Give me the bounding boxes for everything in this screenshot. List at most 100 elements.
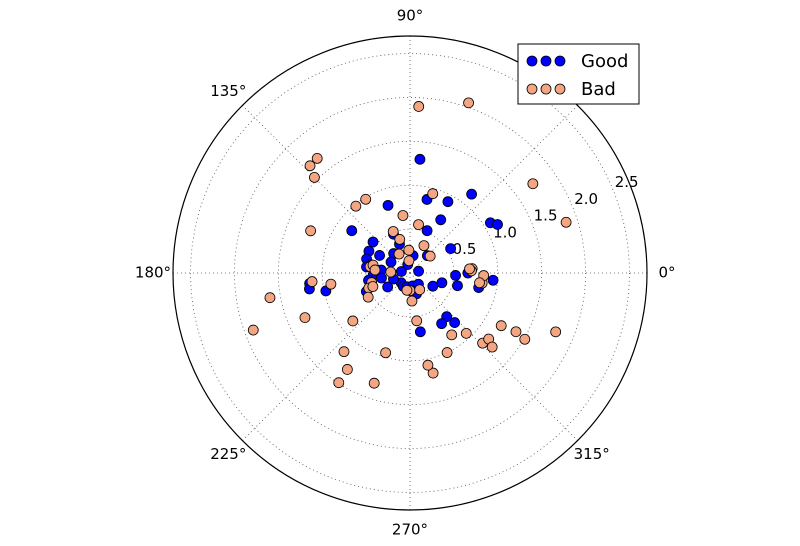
point-bad-17 (325, 278, 337, 290)
point-bad-4 (309, 172, 320, 183)
point-bad-30 (368, 377, 380, 389)
legend: Good Bad (517, 43, 640, 105)
theta-tick-label-3: 135° (210, 82, 246, 100)
point-good-8 (421, 225, 433, 237)
point-bad-9 (387, 226, 399, 237)
point-bad-36 (427, 367, 439, 379)
theta-tick-label-4: 180° (135, 264, 171, 282)
r-tick-label-0: 0.5 (453, 240, 477, 258)
point-bad-20 (264, 292, 276, 304)
point-bad-44 (510, 326, 522, 338)
point-bad-31 (333, 377, 345, 389)
grid-ring-3 (234, 97, 586, 449)
point-bad-59 (414, 284, 426, 296)
point-good-4 (442, 196, 454, 208)
point-bad-23 (367, 281, 379, 292)
point-bad-57 (424, 250, 436, 262)
point-bad-58 (403, 244, 415, 256)
point-bad-46 (550, 326, 562, 338)
grid-ring-1 (321, 184, 499, 362)
legend-marker-bad (540, 83, 552, 95)
point-bad-10 (394, 234, 406, 245)
series-bad (247, 97, 572, 389)
legend-marker-bad (554, 83, 566, 95)
legend-entry-bad: Bad (526, 79, 616, 100)
r-tick-label-2: 1.5 (534, 207, 558, 225)
point-bad-56 (247, 324, 259, 336)
point-good-33 (436, 277, 448, 289)
point-good-13 (374, 250, 385, 261)
point-bad-53 (464, 263, 475, 275)
point-good-38 (413, 265, 424, 277)
point-good-52 (435, 214, 447, 226)
point-bad-60 (403, 255, 415, 267)
point-good-50 (427, 280, 439, 292)
point-good-15 (445, 243, 457, 254)
theta-tick-label-2: 90° (397, 7, 424, 25)
point-bad-42 (486, 341, 498, 353)
point-bad-54 (474, 277, 485, 289)
point-good-44 (487, 274, 499, 286)
point-bad-3 (304, 160, 316, 172)
point-bad-8 (397, 210, 409, 221)
grid-ring-2 (277, 140, 543, 406)
point-bad-11 (413, 219, 424, 230)
point-bad-7 (427, 188, 439, 200)
data-points (247, 97, 572, 389)
legend-entry-good: Good (526, 51, 628, 72)
point-good-43 (449, 317, 461, 328)
point-good-49 (395, 266, 407, 277)
legend-marker-good (540, 55, 552, 67)
legend-marker-good (526, 55, 538, 67)
point-bad-43 (495, 320, 507, 332)
point-bad-18 (306, 276, 318, 287)
point-good-34 (452, 280, 463, 292)
point-bad-5 (360, 193, 372, 205)
point-bad-2 (311, 152, 323, 164)
point-bad-35 (441, 347, 453, 358)
point-good-41 (436, 318, 448, 330)
point-bad-39 (460, 327, 472, 339)
point-bad-61 (393, 248, 405, 260)
point-good-1 (466, 188, 478, 200)
point-bad-1 (463, 97, 474, 109)
polar-grid (173, 36, 647, 510)
theta-tick-label-0: 0° (658, 264, 675, 282)
point-good-10 (367, 236, 379, 248)
point-good-7 (346, 225, 358, 237)
point-bad-24 (362, 291, 374, 303)
point-good-36 (450, 269, 461, 281)
point-bad-0 (413, 101, 425, 112)
legend-label-good: Good (581, 51, 628, 72)
point-bad-47 (560, 216, 572, 228)
radius-tick-labels: 0.51.01.52.02.5 (453, 173, 639, 258)
point-bad-34 (411, 315, 423, 327)
point-good-3 (492, 219, 503, 230)
r-tick-label-3: 2.0 (574, 190, 598, 208)
point-bad-6 (350, 200, 362, 212)
point-good-6 (382, 199, 394, 211)
point-bad-26 (347, 315, 359, 327)
theta-tick-label-5: 225° (210, 445, 246, 463)
point-bad-33 (406, 295, 418, 307)
point-bad-29 (341, 364, 353, 375)
legend-label-bad: Bad (581, 79, 616, 100)
legend-box (517, 43, 640, 105)
polar-frame (172, 35, 648, 511)
point-bad-27 (380, 347, 392, 359)
point-bad-16 (369, 264, 381, 276)
point-bad-28 (338, 346, 350, 358)
point-good-0 (414, 153, 426, 165)
legend-marker-bad (526, 83, 538, 95)
point-bad-48 (527, 178, 539, 190)
grid-ring-4 (190, 53, 630, 493)
point-good-42 (414, 326, 426, 338)
point-bad-25 (299, 312, 311, 323)
point-bad-37 (422, 359, 434, 371)
theta-tick-label-6: 270° (392, 521, 428, 539)
point-bad-38 (446, 329, 458, 341)
point-good-48 (385, 256, 397, 268)
r-tick-label-4: 2.5 (615, 173, 639, 191)
point-bad-13 (305, 225, 317, 237)
